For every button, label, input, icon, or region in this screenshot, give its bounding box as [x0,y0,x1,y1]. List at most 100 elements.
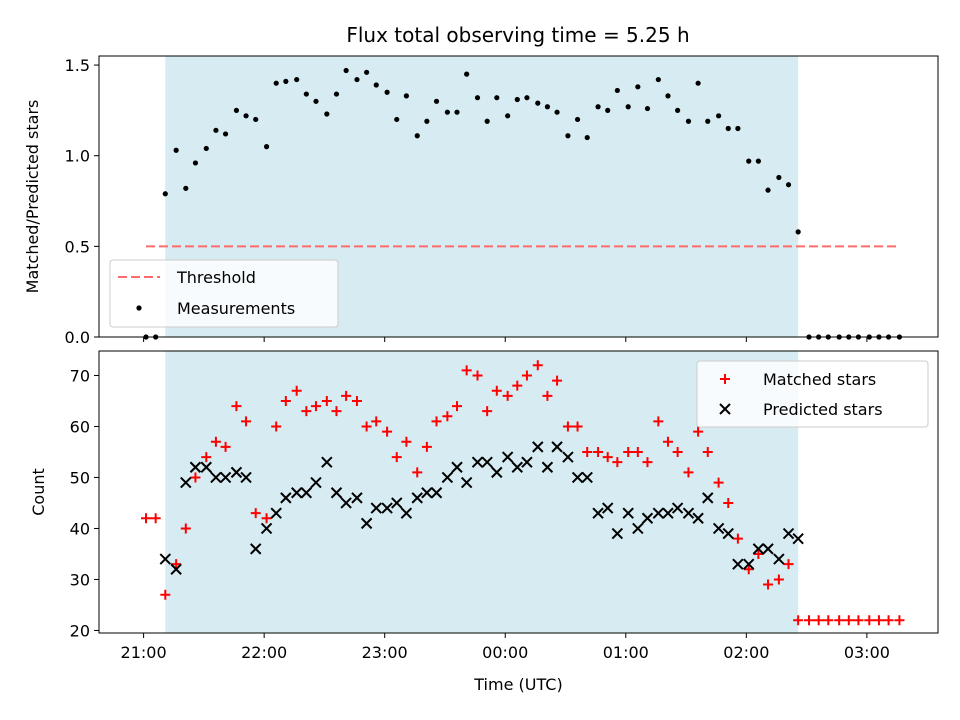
predicted-star-point [451,461,463,473]
measurement-point [433,98,440,104]
measurement-point [373,82,379,88]
x-tick-label: 03:00 [844,643,890,662]
predicted-star-point [280,492,292,504]
predicted-star-point [501,451,514,463]
measurement-point [524,95,530,101]
matched-star-point [321,395,332,406]
y-axis-label: Count [29,468,48,516]
predicted-star-point [521,456,533,468]
measurement-point [535,100,541,106]
legend-matched-swatch [720,374,730,384]
predicted-star-point [340,497,352,509]
y-tick-label: 50 [70,468,90,487]
predicted-star-point [702,492,714,504]
measurement-point [343,67,349,74]
measurement-point [403,93,409,99]
matched-star-point [632,446,643,457]
predicted-star-point [762,543,774,555]
measurement-point [574,116,581,123]
predicted-star-point [571,471,584,484]
measurement-point [454,109,460,115]
predicted-star-point [170,563,182,575]
matched-star-point [623,446,634,457]
measurement-point [746,158,752,164]
x-tick-label: 01:00 [603,643,649,662]
observing-span [165,351,799,633]
predicted-star-point [391,497,403,509]
predicted-star-point [460,476,473,489]
x-tick-label: 23:00 [362,643,408,662]
matched-star-point [341,390,352,401]
measurement-point [324,111,330,117]
chart-title: Flux total observing time = 5.25 h [346,23,689,47]
matched-star-point [723,497,734,508]
legend-predicted-swatch [719,403,731,415]
matched-star-point [491,385,502,396]
matched-star-point [180,523,191,534]
measurement-point [283,78,289,84]
predicted-star-point [752,543,765,555]
predicted-star-point [773,553,785,565]
measurement-point [384,89,390,95]
predicted-star-point [592,507,604,519]
measurement-point [705,118,711,124]
matched-star-point [562,421,573,432]
measurement-point [554,109,560,115]
measurement-point [203,145,209,152]
measurement-point [222,131,229,137]
axes-frame [98,55,939,338]
matched-star-point [823,615,834,626]
matched-star-point [382,426,393,437]
matched-star-point [391,452,402,463]
matched-star-point [672,446,683,457]
matched-star-point [753,548,764,559]
predicted-star-point [641,512,654,524]
matched-star-point [250,508,261,519]
measurement-point [364,69,370,75]
predicted-star-point [441,471,454,484]
matched-star-point [612,457,623,468]
y-tick-label: 30 [70,570,90,589]
x-tick-label: 00:00 [482,643,528,662]
measurement-point [333,91,340,97]
predicted-star-point [240,471,252,484]
legend-threshold-label: Threshold [176,268,256,287]
measurement-point [183,185,189,191]
predicted-star-point [622,507,634,519]
measurement-point [354,76,360,83]
matched-star-point [662,436,673,447]
matched-star-point [291,385,302,396]
measurement-point [424,118,430,124]
predicted-star-point [189,461,202,473]
measurement-point [605,107,611,113]
matched-star-point [502,390,513,401]
predicted-star-point [300,487,313,499]
predicted-star-point [250,543,262,555]
measurement-point [755,158,761,164]
matched-star-point [431,416,442,427]
matched-star-point [351,395,362,406]
measurement-point [776,174,782,181]
matched-star-point [593,446,604,457]
measurement-point [665,93,671,99]
legend-box [109,259,339,328]
measurement-point [725,125,731,132]
matched-star-point [401,436,412,447]
y-tick-label: 60 [70,417,90,436]
measurement-point [162,191,168,197]
predicted-star-point [782,527,795,540]
matched-star-point [331,406,342,417]
predicted-star-point [581,471,593,484]
predicted-star-point [381,502,393,514]
predicted-star-point [421,487,433,499]
matched-star-point [271,421,282,432]
predicted-star-point [652,507,665,519]
measurement-point [595,104,601,110]
legend-measurements-label: Measurements [177,299,295,318]
predicted-star-point [360,517,373,530]
measurement-point [294,76,300,83]
predicted-star-point [351,492,363,504]
legend-box [696,360,929,428]
measurement-point [695,80,701,86]
